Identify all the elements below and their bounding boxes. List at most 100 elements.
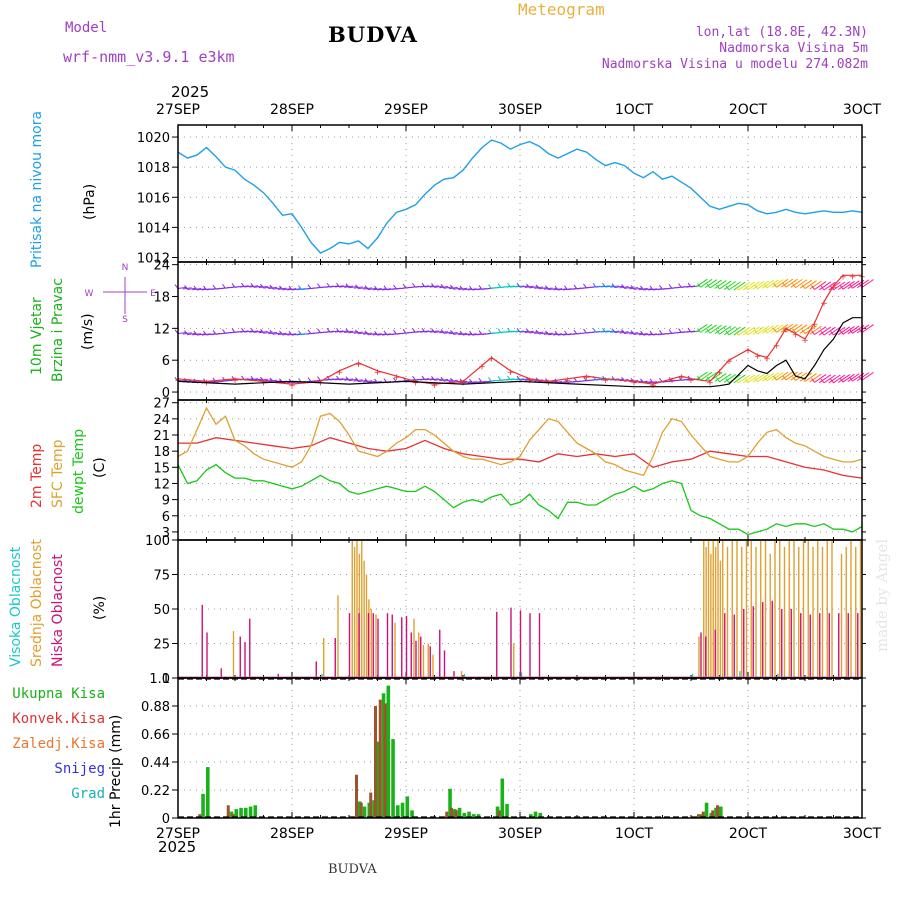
precip-conv-bar	[701, 811, 705, 818]
precip-conv-bar	[711, 810, 715, 818]
wind-barb	[847, 325, 860, 335]
precip-total-bar	[400, 802, 405, 818]
wind-barb	[687, 282, 692, 288]
wind-barb	[329, 330, 339, 333]
wind-barb	[424, 378, 434, 381]
wind-barb	[643, 333, 653, 336]
precip-total-bar	[500, 778, 505, 818]
wind-barb	[421, 327, 426, 333]
wind-barb	[690, 330, 700, 333]
wind-barb	[548, 332, 558, 336]
gust-marker: +	[792, 331, 800, 341]
wind-barb	[621, 329, 625, 334]
wind-barb	[288, 285, 293, 291]
wind-barb	[785, 371, 798, 381]
panel-2	[172, 399, 866, 541]
wind-barb	[402, 283, 407, 289]
wind-barb	[809, 325, 822, 335]
wind-barb	[792, 328, 796, 334]
wind-barb	[222, 283, 226, 289]
wind-barb	[842, 280, 855, 290]
wind-barb	[564, 285, 568, 291]
precip-conv-bar	[369, 792, 373, 818]
gust-marker: +	[839, 272, 847, 282]
precip-total-bar	[719, 806, 723, 818]
wind-barb	[339, 378, 349, 381]
wind-barb	[203, 330, 207, 336]
wind-barb	[602, 327, 606, 333]
wind-barb	[497, 283, 502, 288]
y-tick-label: 1014	[137, 221, 170, 236]
wind-barb	[801, 329, 806, 334]
precip-total-bar	[405, 796, 410, 818]
wind-barb	[497, 328, 502, 334]
wind-barb	[326, 375, 331, 381]
precip-conv-bar	[697, 814, 700, 818]
wind-barb	[811, 330, 815, 335]
wind-barb	[804, 280, 817, 289]
wind-barb	[738, 374, 751, 384]
wind-barb	[811, 378, 815, 383]
wind-barb	[459, 285, 464, 291]
wind-barb	[719, 280, 732, 290]
wind-barb	[754, 284, 758, 290]
precip-total-bar	[529, 814, 533, 818]
wind-barb	[250, 328, 255, 333]
wind-barb	[809, 280, 822, 290]
time-tick-label-bottom: 2OCT	[729, 826, 768, 842]
wind-barb	[728, 281, 741, 291]
y-tick-label: 0.88	[141, 700, 170, 715]
wind-barb	[282, 333, 292, 336]
wind-barb	[695, 323, 708, 333]
wind-barb	[799, 279, 813, 289]
gust-marker: +	[526, 376, 534, 386]
wind-barb	[184, 285, 188, 290]
wind-barb	[291, 333, 301, 336]
wind-barb	[833, 374, 846, 384]
wind-barb	[792, 283, 796, 288]
wind-barb	[196, 333, 206, 336]
wind-barb	[842, 373, 855, 383]
wind-barb	[630, 285, 635, 290]
wind-barb	[766, 324, 779, 334]
wind-barb	[355, 329, 359, 335]
precip-conv-bar	[359, 802, 363, 818]
wind-barb	[462, 380, 472, 384]
time-tick-label-top: 28SEP	[270, 102, 314, 118]
wind-barb	[697, 282, 701, 288]
wind-barb	[630, 330, 635, 335]
wind-barb	[519, 378, 529, 381]
wind-barb	[336, 375, 340, 381]
wind-barb	[695, 278, 708, 288]
wind-barb	[507, 375, 511, 381]
model-name: wrf-nmm_v3.9.1 e3km	[63, 48, 235, 66]
wind-barb	[462, 333, 472, 336]
precip-conv-bar	[497, 810, 501, 818]
wind-barb	[412, 375, 416, 381]
wind-barb	[811, 285, 815, 290]
wind-barb	[763, 283, 768, 289]
gust-marker: +	[317, 378, 325, 388]
wind-barb	[771, 279, 784, 288]
wind-barb	[818, 326, 832, 336]
y-tick-label: 12	[153, 477, 170, 492]
wind-barb	[317, 376, 321, 381]
wind-barb	[687, 327, 692, 333]
wind-barb	[554, 378, 559, 384]
time-tick-label-top: 29SEP	[384, 102, 428, 118]
wind-barb	[374, 285, 378, 291]
wind-barb	[719, 373, 732, 383]
wind-barb	[364, 285, 369, 290]
wind-barb	[761, 372, 775, 382]
wind-barb	[633, 287, 643, 290]
wind-barb	[830, 330, 834, 336]
wind-barb	[792, 376, 796, 381]
wind-barb	[742, 326, 756, 336]
gust-marker: +	[336, 368, 344, 378]
wind-barb	[412, 283, 416, 288]
gust-marker: +	[231, 376, 239, 386]
wind-barb	[714, 325, 727, 335]
wind-barb	[704, 324, 718, 334]
wind-barb	[374, 330, 378, 336]
meteogram-title: Meteogram	[518, 0, 605, 19]
